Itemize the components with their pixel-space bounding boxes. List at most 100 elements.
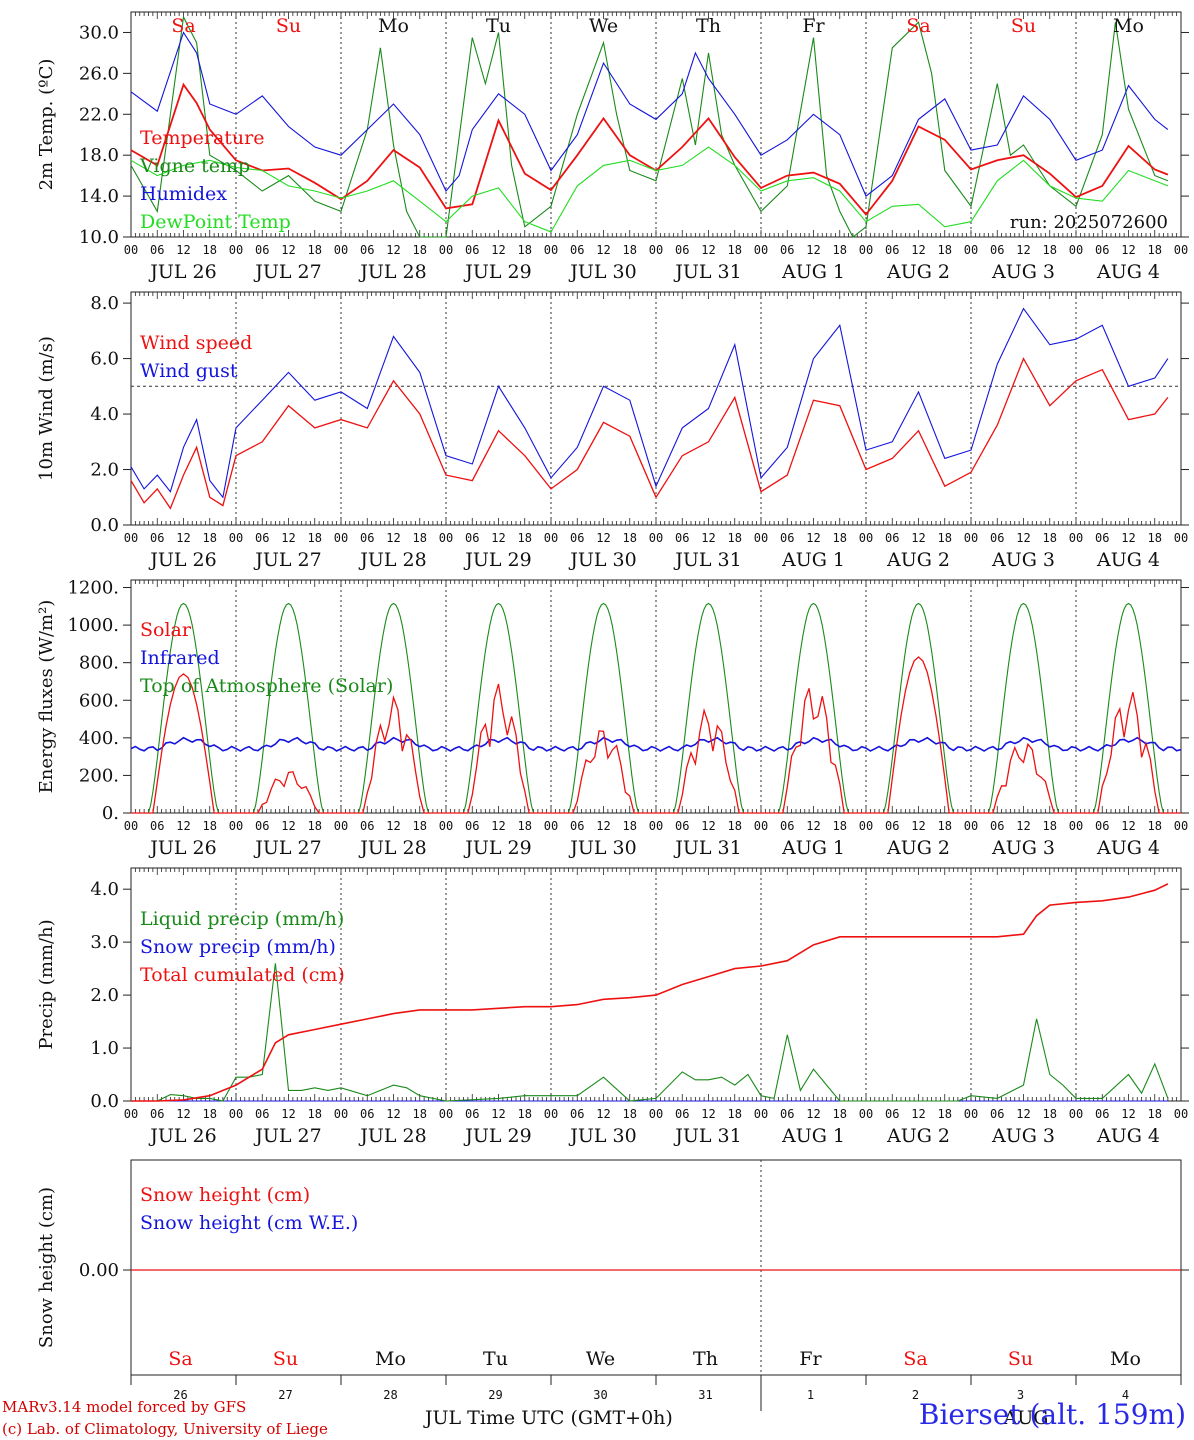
hour-tick-label: 06 — [675, 243, 689, 257]
date-label: JUL 27 — [253, 837, 321, 859]
legend-entry: Snow precip (mm/h) — [140, 936, 336, 958]
hour-tick-label: 00 — [649, 819, 663, 833]
date-label: JUL 29 — [463, 837, 531, 859]
hour-tick-label: 06 — [150, 243, 164, 257]
hour-tick-label: 12 — [281, 1107, 295, 1121]
hour-tick-label: 18 — [1148, 819, 1162, 833]
legend-entry: DewPoint Temp — [140, 211, 291, 233]
y-tick-label: 1200. — [67, 578, 119, 599]
y-axis-title: Energy fluxes (W/m²) — [36, 600, 57, 794]
hour-tick-label: 12 — [1016, 531, 1030, 545]
hour-tick-label: 12 — [1121, 243, 1135, 257]
hour-tick-label: 12 — [701, 1107, 715, 1121]
y-tick-label: 26.0 — [79, 63, 119, 84]
hour-tick-label: 06 — [675, 819, 689, 833]
hour-tick-label: 12 — [1121, 819, 1135, 833]
hour-tick-label: 12 — [176, 819, 190, 833]
day-number: 2 — [912, 1388, 919, 1402]
hour-tick-label: 12 — [1016, 819, 1030, 833]
hour-tick-label: 18 — [728, 1107, 742, 1121]
hour-tick-label: 12 — [1121, 531, 1135, 545]
legend-entry: Wind speed — [140, 332, 252, 354]
hour-tick-label: 00 — [124, 819, 138, 833]
hour-tick-label: 18 — [413, 1107, 427, 1121]
hour-tick-label: 00 — [859, 531, 873, 545]
y-tick-label: 4.0 — [90, 404, 119, 425]
date-label: AUG 4 — [1096, 261, 1160, 283]
day-name: We — [589, 15, 618, 37]
day-name: Sa — [168, 1348, 192, 1370]
y-axis-title: 10m Wind (m/s) — [36, 336, 57, 481]
day-name: Mo — [375, 1348, 406, 1370]
day-name: Mo — [1113, 15, 1144, 37]
date-label: JUL 31 — [673, 549, 741, 571]
hour-tick-label: 06 — [360, 531, 374, 545]
date-label: AUG 1 — [781, 261, 845, 283]
y-tick-label: 0.0 — [90, 515, 119, 536]
hour-tick-label: 12 — [806, 819, 820, 833]
series-line — [130, 146, 1169, 233]
date-label: JUL 30 — [568, 1125, 636, 1147]
hour-tick-label: 12 — [806, 531, 820, 545]
date-label: JUL 26 — [148, 837, 216, 859]
legend-entry: Vigne temp — [139, 155, 250, 177]
hour-tick-label: 06 — [360, 243, 374, 257]
y-axis-title: Snow height (cm) — [36, 1187, 57, 1348]
hour-tick-label: 00 — [229, 819, 243, 833]
hour-tick-label: 00 — [334, 243, 348, 257]
hour-tick-label: 12 — [176, 1107, 190, 1121]
lab-credit: (c) Lab. of Climatology, University of L… — [2, 1420, 328, 1438]
hour-tick-label: 12 — [281, 243, 295, 257]
hour-tick-label: 12 — [701, 243, 715, 257]
day-name: Fr — [799, 1348, 822, 1370]
hour-tick-label: 06 — [465, 243, 479, 257]
date-label: AUG 4 — [1096, 549, 1160, 571]
hour-tick-label: 00 — [1174, 531, 1188, 545]
hour-tick-label: 06 — [780, 1107, 794, 1121]
hour-tick-label: 12 — [386, 243, 400, 257]
hour-tick-label: 18 — [518, 1107, 532, 1121]
hour-tick-label: 12 — [596, 531, 610, 545]
legend-entry: Temperature — [140, 127, 264, 149]
hour-tick-label: 06 — [1095, 1107, 1109, 1121]
hour-tick-label: 12 — [281, 531, 295, 545]
hour-tick-label: 12 — [386, 531, 400, 545]
hour-tick-label: 00 — [964, 243, 978, 257]
legend-entry: Top of Atmosphere (Solar) — [140, 675, 393, 697]
y-tick-label: 1.0 — [90, 1038, 119, 1059]
hour-tick-label: 06 — [780, 243, 794, 257]
date-label: JUL 29 — [463, 549, 531, 571]
hour-tick-label: 18 — [518, 531, 532, 545]
hour-tick-label: 00 — [754, 243, 768, 257]
hour-tick-label: 06 — [885, 1107, 899, 1121]
date-label: JUL 28 — [358, 261, 426, 283]
hour-tick-label: 06 — [675, 1107, 689, 1121]
hour-tick-label: 00 — [544, 243, 558, 257]
hour-tick-label: 00 — [229, 531, 243, 545]
hour-tick-label: 18 — [728, 819, 742, 833]
hour-tick-label: 18 — [1043, 1107, 1057, 1121]
hour-tick-label: 06 — [990, 243, 1004, 257]
hour-tick-label: 00 — [229, 243, 243, 257]
hour-tick-label: 06 — [570, 819, 584, 833]
y-axis-title: 2m Temp. (ºC) — [36, 59, 57, 191]
hour-tick-label: 00 — [124, 243, 138, 257]
legend-entry: Snow height (cm) — [140, 1184, 310, 1206]
hour-tick-label: 00 — [754, 1107, 768, 1121]
y-tick-label: 8.0 — [90, 293, 119, 314]
date-label: JUL 27 — [253, 549, 321, 571]
date-label: AUG 3 — [991, 549, 1055, 571]
hour-tick-label: 00 — [1069, 1107, 1083, 1121]
y-tick-label: 200. — [79, 765, 119, 786]
series-line — [130, 736, 1182, 752]
hour-tick-label: 06 — [990, 819, 1004, 833]
hour-tick-label: 06 — [570, 1107, 584, 1121]
hour-tick-label: 06 — [255, 531, 269, 545]
hour-tick-label: 06 — [150, 1107, 164, 1121]
legend-entry: Infrared — [140, 647, 220, 669]
day-name: Su — [1008, 1348, 1033, 1370]
hour-tick-label: 12 — [806, 1107, 820, 1121]
series-line — [131, 883, 1169, 1102]
legend-entry: Humidex — [140, 183, 227, 205]
